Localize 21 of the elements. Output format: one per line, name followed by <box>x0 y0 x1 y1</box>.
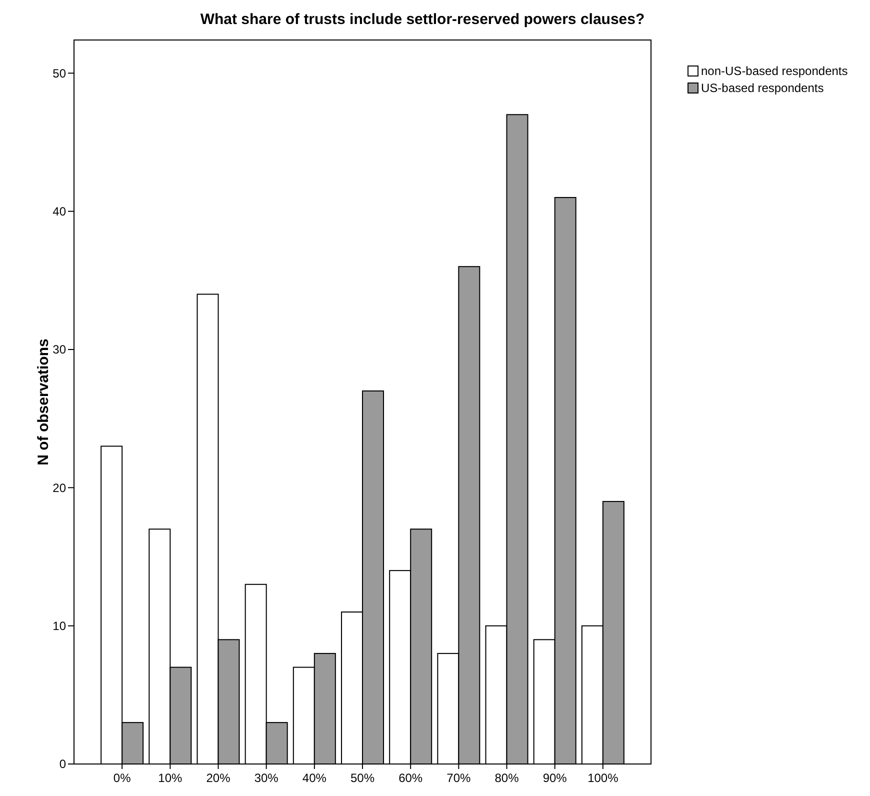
y-tick-label: 40 <box>52 204 66 219</box>
x-tick-label: 50% <box>350 771 375 785</box>
x-tick-label: 20% <box>206 771 231 785</box>
y-tick-label: 50 <box>52 66 66 80</box>
legend-label: US-based respondents <box>701 81 824 95</box>
x-tick-label: 80% <box>494 771 520 785</box>
y-tick-label: 0 <box>59 757 66 772</box>
x-tick-label: 60% <box>398 771 423 785</box>
x-tick-label: 30% <box>254 771 279 785</box>
x-tick-label: 40% <box>302 771 327 785</box>
x-tick-label: 0% <box>113 771 132 785</box>
y-tick-label: 10 <box>52 619 66 634</box>
x-tick-label: 100% <box>588 771 619 785</box>
x-tick-label: 70% <box>446 771 471 785</box>
y-tick-label: 20 <box>52 480 66 495</box>
legend-label: non-US-based respondents <box>701 64 848 78</box>
y-tick-label: 30 <box>52 342 66 357</box>
x-tick-label: 90% <box>542 771 568 785</box>
x-tick-label: 10% <box>158 771 182 785</box>
y-axis-title: N of observations <box>35 338 52 466</box>
chart-title: What share of trusts include settlor-reserved powers clauses? <box>200 11 645 28</box>
